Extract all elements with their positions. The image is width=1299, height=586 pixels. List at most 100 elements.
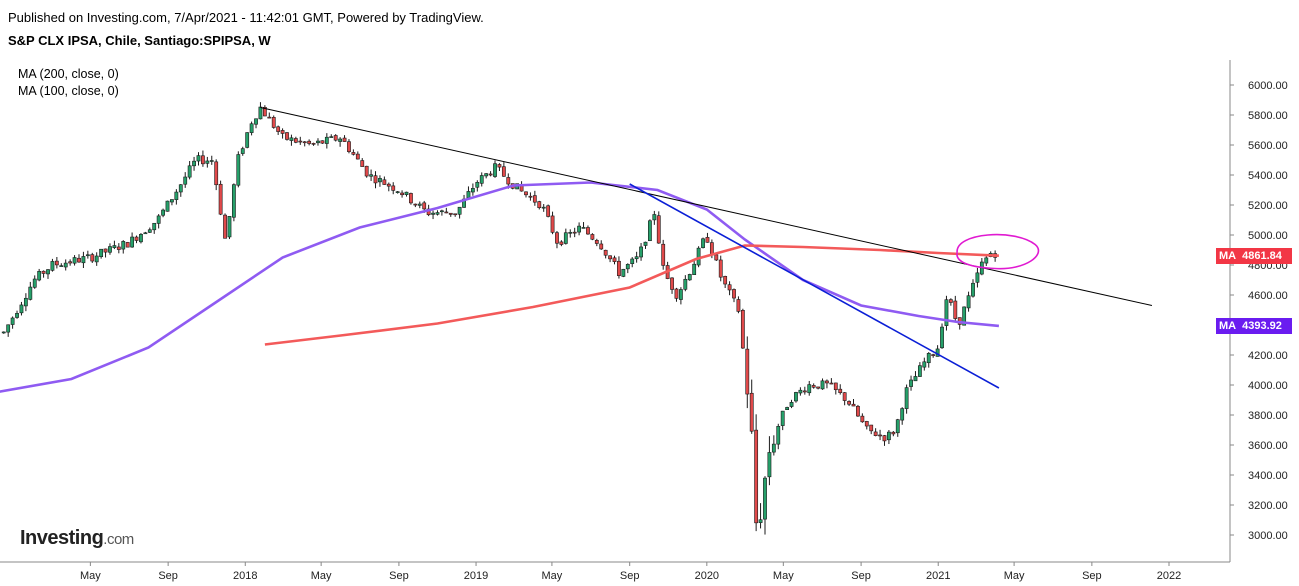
candle-body xyxy=(183,176,188,185)
candle-body xyxy=(404,191,409,195)
candle-body xyxy=(749,392,754,432)
candle-body xyxy=(351,152,356,155)
candle-body xyxy=(15,313,19,318)
candle-body xyxy=(586,227,590,235)
candle-body xyxy=(444,211,449,214)
candle-body xyxy=(869,424,874,432)
candle-body xyxy=(37,271,42,281)
candle-body xyxy=(922,361,927,368)
candle-body xyxy=(572,231,577,234)
candle-body xyxy=(670,277,674,290)
y-tick-label: 4000.00 xyxy=(1248,380,1288,392)
y-tick-label: 4200.00 xyxy=(1248,350,1288,362)
candle-body xyxy=(594,239,599,244)
candle-body xyxy=(413,203,418,206)
candle-body xyxy=(537,201,542,209)
candle-body xyxy=(802,390,807,393)
annotation-ellipse xyxy=(956,233,1040,270)
candle-body xyxy=(785,407,790,410)
candle-body xyxy=(528,195,533,198)
x-tick-label: 2021 xyxy=(926,570,950,582)
candle-body xyxy=(453,213,458,216)
candle-body xyxy=(382,179,387,185)
investing-logo: Investing.com xyxy=(20,527,134,550)
candle-body xyxy=(581,227,586,229)
candle-body xyxy=(714,254,719,261)
candle-body xyxy=(506,177,511,185)
y-tick-label: 6000.00 xyxy=(1248,80,1288,92)
candle-body xyxy=(838,388,843,393)
ma100-badge-tag: MA xyxy=(1219,320,1237,332)
candle-body xyxy=(807,384,812,394)
y-tick-label: 5600.00 xyxy=(1248,140,1288,152)
legend-ma100[interactable]: MA (100, close, 0) xyxy=(18,84,119,98)
candle-body xyxy=(32,278,37,288)
candle-body xyxy=(745,348,750,395)
candle-body xyxy=(386,183,391,187)
candle-body xyxy=(187,165,192,178)
ma100-line xyxy=(0,181,1000,393)
candle-body xyxy=(223,214,227,239)
candle-body xyxy=(81,256,86,264)
y-tick-label: 3800.00 xyxy=(1248,410,1288,422)
candle-body xyxy=(767,452,772,478)
candle-body xyxy=(709,242,714,255)
candle-body xyxy=(342,137,347,142)
candle-body xyxy=(975,272,980,283)
x-tick-label: 2022 xyxy=(1157,570,1181,582)
candle-body xyxy=(736,299,741,312)
candle-body xyxy=(46,269,50,275)
candle-body xyxy=(63,262,68,268)
candle-body xyxy=(54,260,59,266)
candle-body xyxy=(378,178,382,183)
y-tick-label: 4600.00 xyxy=(1248,290,1288,302)
candle-body xyxy=(170,199,174,203)
candle-body xyxy=(740,310,745,349)
candle-body xyxy=(112,245,117,248)
candle-body xyxy=(696,247,701,266)
candle-body xyxy=(825,380,829,384)
candle-body xyxy=(948,299,953,303)
candle-body xyxy=(6,324,11,333)
candle-body xyxy=(324,136,329,144)
x-tick-label: 2020 xyxy=(695,570,719,582)
candle-body xyxy=(147,229,152,233)
candle-body xyxy=(913,376,918,382)
candle-body xyxy=(940,326,944,349)
candle-body xyxy=(727,284,732,291)
candle-body xyxy=(347,141,351,152)
candle-body xyxy=(355,153,360,160)
candle-body xyxy=(931,354,936,356)
candle-body xyxy=(546,205,551,217)
candle-body xyxy=(904,387,909,409)
candle-body xyxy=(50,261,55,271)
candle-body xyxy=(139,233,143,243)
x-tick-label: Sep xyxy=(851,570,871,582)
ma200-badge-tag: MA xyxy=(1219,250,1237,262)
candle-body xyxy=(68,261,73,264)
candle-body xyxy=(847,401,851,405)
candle-body xyxy=(971,282,975,297)
candle-body xyxy=(692,263,697,275)
candle-body xyxy=(661,243,666,266)
candle-body xyxy=(59,265,64,267)
candle-body xyxy=(754,429,759,524)
x-tick-label: Sep xyxy=(1082,570,1102,582)
candle-body xyxy=(94,255,99,263)
legend-ma200[interactable]: MA (200, close, 0) xyxy=(18,67,119,81)
candle-body xyxy=(559,241,564,245)
candle-body xyxy=(161,209,165,216)
candle-body xyxy=(311,143,316,145)
candle-body xyxy=(479,175,484,184)
candle-body xyxy=(639,246,643,258)
candle-body xyxy=(860,415,865,423)
logo-suffix: .com xyxy=(103,531,134,548)
x-tick-label: May xyxy=(80,570,101,582)
candle-body xyxy=(674,288,679,299)
candle-body xyxy=(909,379,913,387)
candle-body xyxy=(652,214,657,221)
candle-body xyxy=(152,222,157,231)
candle-body xyxy=(364,165,369,177)
candle-body xyxy=(19,304,24,314)
